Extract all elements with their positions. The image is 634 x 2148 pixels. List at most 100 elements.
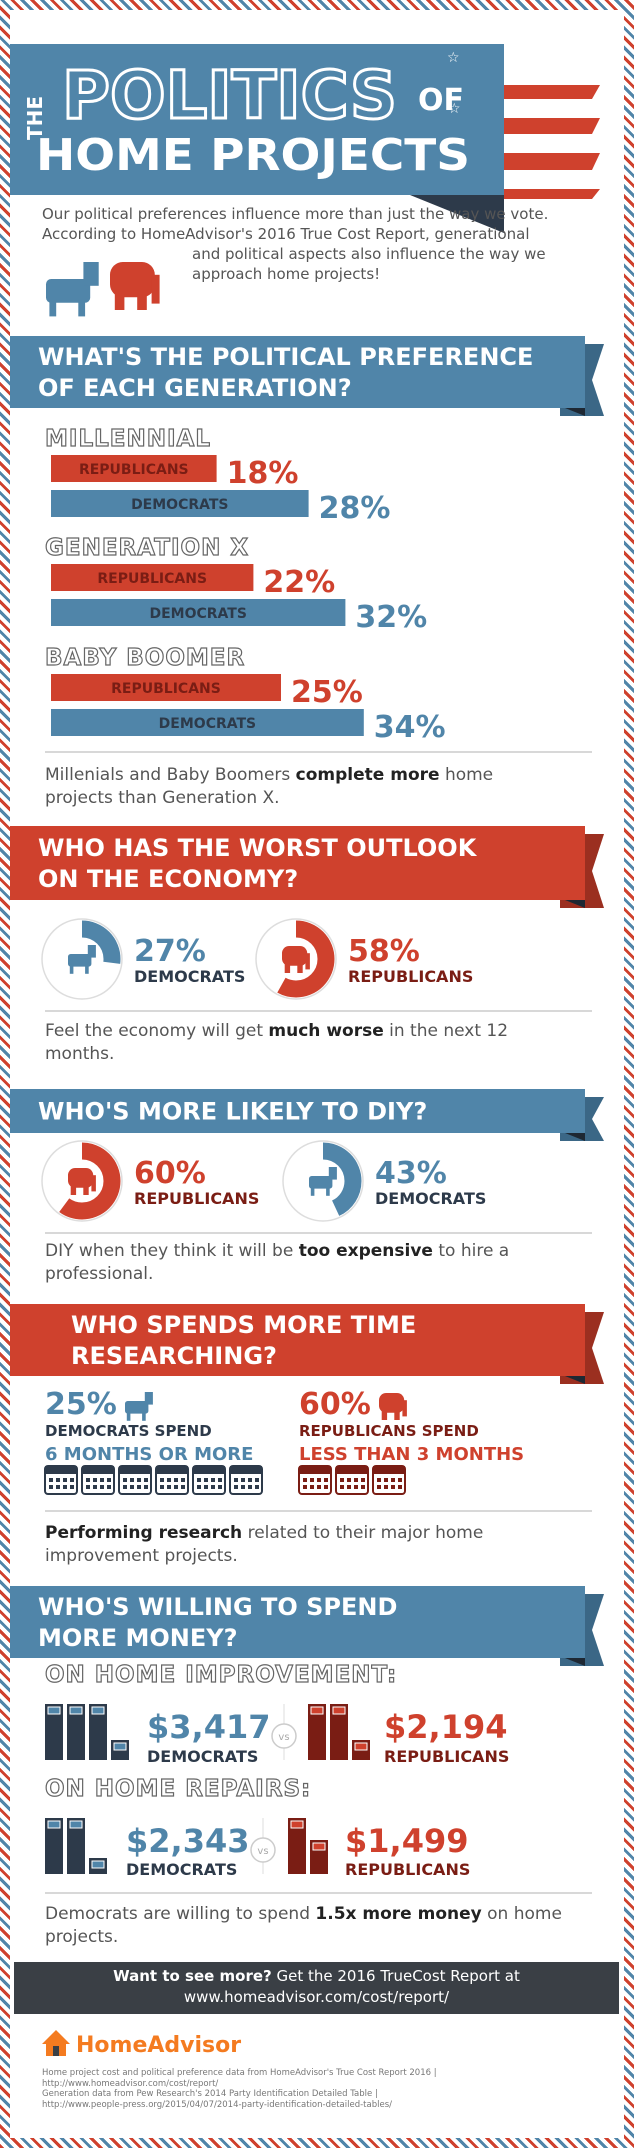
- donkey-leg: [142, 1411, 146, 1421]
- note: DIY when they think it will be too expen…: [45, 1240, 565, 1286]
- money-tag: [354, 1742, 368, 1751]
- elephant-leg: [381, 1411, 388, 1420]
- money-tag: [290, 1820, 304, 1829]
- note-text: in the next 12 months.: [45, 1021, 509, 1064]
- research-line2: LESS THAN 3 MONTHS: [299, 1444, 524, 1465]
- calendar-day: [86, 1485, 90, 1489]
- note-text: complete more: [295, 765, 440, 785]
- calendar-day: [49, 1485, 53, 1489]
- bar-value: 25%: [291, 675, 363, 710]
- flag-stripe: [504, 118, 600, 134]
- money-tag: [91, 1860, 105, 1869]
- calendar-day: [391, 1478, 395, 1482]
- money-tag: [310, 1706, 324, 1715]
- title-main: POLITICS: [62, 57, 397, 134]
- research-line1: REPUBLICANS SPEND: [299, 1422, 479, 1440]
- calendar-day: [303, 1478, 307, 1482]
- source-line: Generation data from Pew Research's 2014…: [42, 2089, 378, 2099]
- vs-text: vs: [257, 1846, 268, 1857]
- calendar-top: [373, 1466, 405, 1474]
- money-tag: [332, 1706, 346, 1715]
- calendar-top: [119, 1466, 151, 1474]
- money-party: DEMOCRATS: [147, 1747, 258, 1766]
- bar-value: 22%: [263, 565, 335, 600]
- money-party: DEMOCRATS: [126, 1860, 237, 1879]
- elephant-leg: [114, 294, 125, 310]
- calendar-day: [167, 1485, 171, 1489]
- source-line: http://www.people-press.org/2015/04/07/2…: [42, 2099, 392, 2110]
- note-text: to hire a professional.: [45, 1241, 510, 1284]
- calendar-day: [241, 1478, 245, 1482]
- banner-heading: RESEARCHING?: [71, 1342, 277, 1370]
- research-share: 25%: [45, 1387, 117, 1422]
- calendar-day: [197, 1485, 201, 1489]
- donut-arc: [43, 1142, 121, 1220]
- title-side: THE: [23, 96, 47, 140]
- elephant-body: [110, 262, 155, 298]
- title-of: OF: [418, 83, 464, 118]
- elephant-body: [68, 1168, 94, 1188]
- note: Performing research related to their maj…: [45, 1522, 565, 1568]
- money-tag: [69, 1706, 83, 1715]
- money-tag: [69, 1820, 83, 1829]
- donkey-leg: [49, 299, 57, 317]
- calendar-top: [156, 1466, 188, 1474]
- calendar-day: [317, 1478, 321, 1482]
- banner-heading: WHO'S MORE LIKELY TO DIY?: [38, 1098, 427, 1126]
- calendar-day: [303, 1485, 307, 1489]
- banner-fold: [565, 900, 585, 908]
- money-party: REPUBLICANS: [345, 1860, 470, 1879]
- elephant-leg: [284, 964, 291, 973]
- banner-heading: WHO HAS THE WORST OUTLOOK: [38, 834, 478, 862]
- note: Democrats are willing to spend 1.5x more…: [45, 1903, 565, 1949]
- note-text: Millenials and Baby Boomers: [45, 765, 296, 785]
- calendar-day: [137, 1478, 141, 1482]
- bar: [51, 490, 309, 517]
- donkey-head: [328, 1167, 337, 1180]
- money-amount: $2,343: [126, 1822, 249, 1860]
- calendar-day: [144, 1485, 148, 1489]
- calendar-day: [107, 1485, 111, 1489]
- calendar-day: [347, 1485, 351, 1489]
- elephant-leg: [297, 964, 303, 973]
- money-amount: $3,417: [147, 1708, 270, 1746]
- calendar-day: [174, 1485, 178, 1489]
- banner-heading: ON THE ECONOMY?: [38, 865, 298, 893]
- calendar-top: [299, 1466, 331, 1474]
- note-text: home projects than Generation X.: [45, 765, 494, 808]
- cta: Want to see more? Get the 2016 TrueCost …: [14, 1966, 619, 2008]
- flag-stripe: [504, 153, 600, 170]
- money-column: [45, 1818, 63, 1874]
- money-tag: [312, 1842, 326, 1851]
- flag-stripe: [504, 85, 600, 99]
- calendar-day: [398, 1478, 402, 1482]
- calendar-day: [100, 1478, 104, 1482]
- calendar-day: [340, 1478, 344, 1482]
- note-text: Democrats are willing to spend: [45, 1904, 316, 1924]
- donkey-head: [83, 262, 99, 286]
- calendar-day: [56, 1485, 60, 1489]
- cta-bar: [14, 1962, 619, 2014]
- donkey-leg: [85, 964, 89, 974]
- bar-label: REPUBLICANS: [111, 681, 221, 697]
- calendar-day: [107, 1478, 111, 1482]
- calendar-day: [56, 1478, 60, 1482]
- donkey-body: [309, 1176, 333, 1189]
- bar-label: DEMOCRATS: [149, 606, 246, 622]
- calendar-day: [361, 1485, 365, 1489]
- calendar-day: [211, 1478, 215, 1482]
- cta-text: Want to see more?: [113, 1967, 272, 1985]
- calendar-day: [377, 1478, 381, 1482]
- banner: [10, 1304, 585, 1376]
- calendar-day: [197, 1478, 201, 1482]
- bar-value: 34%: [374, 710, 446, 745]
- donkey-leg: [326, 1186, 330, 1196]
- calendar-day: [248, 1485, 252, 1489]
- note-text: too expensive: [298, 1241, 433, 1261]
- cta-text: Get the 2016 TrueCost Report at: [271, 1967, 520, 1985]
- elephant-body: [379, 1393, 405, 1413]
- calendar-day: [248, 1478, 252, 1482]
- bar: [51, 709, 364, 736]
